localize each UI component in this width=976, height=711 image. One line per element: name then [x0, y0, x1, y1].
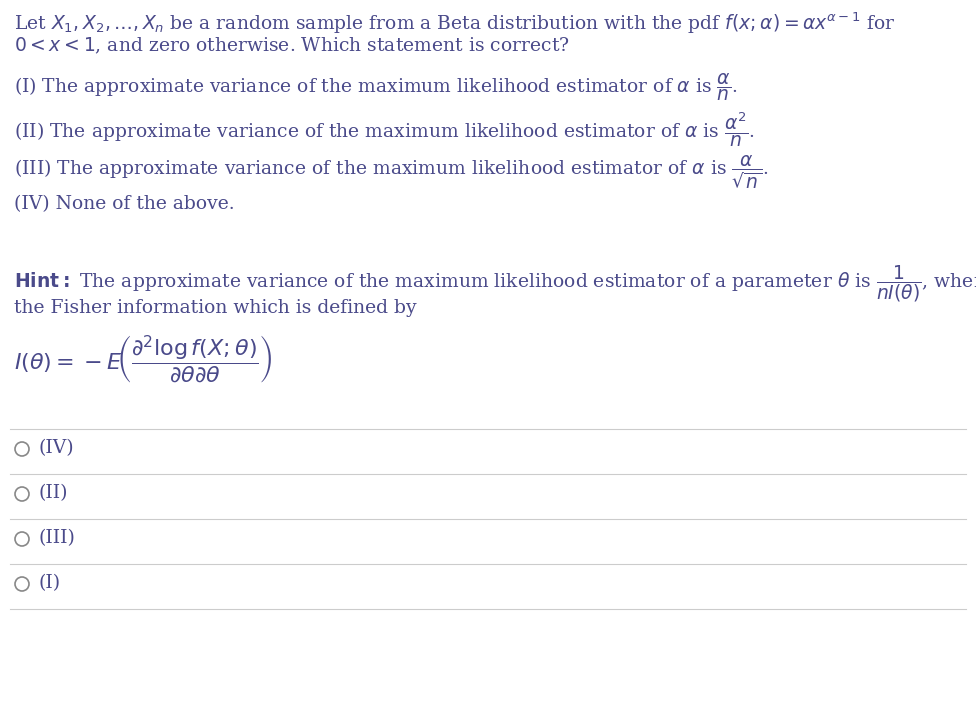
Text: (IV) None of the above.: (IV) None of the above. — [14, 195, 234, 213]
Text: $I(\theta) = -E\!\left(\dfrac{\partial^2 \log f(X;\theta)}{\partial\theta\partia: $I(\theta) = -E\!\left(\dfrac{\partial^2… — [14, 333, 272, 385]
Text: (I): (I) — [38, 574, 61, 592]
Text: (III) The approximate variance of the maximum likelihood estimator of $\alpha$ i: (III) The approximate variance of the ma… — [14, 153, 769, 191]
Text: (II) The approximate variance of the maximum likelihood estimator of $\alpha$ is: (II) The approximate variance of the max… — [14, 111, 754, 149]
Text: the Fisher information which is defined by: the Fisher information which is defined … — [14, 299, 417, 317]
Text: $0 < x < 1$, and zero otherwise. Which statement is correct?: $0 < x < 1$, and zero otherwise. Which s… — [14, 36, 570, 56]
Text: (III): (III) — [38, 529, 75, 547]
Text: (II): (II) — [38, 484, 67, 502]
Text: Let $X_1, X_2, \ldots, X_n$ be a random sample from a Beta distribution with the: Let $X_1, X_2, \ldots, X_n$ be a random … — [14, 11, 896, 36]
Text: (IV): (IV) — [38, 439, 73, 457]
Text: $\mathbf{Hint:}$ The approximate variance of the maximum likelihood estimator of: $\mathbf{Hint:}$ The approximate varianc… — [14, 263, 976, 304]
Text: (I) The approximate variance of the maximum likelihood estimator of $\alpha$ is : (I) The approximate variance of the maxi… — [14, 71, 738, 103]
